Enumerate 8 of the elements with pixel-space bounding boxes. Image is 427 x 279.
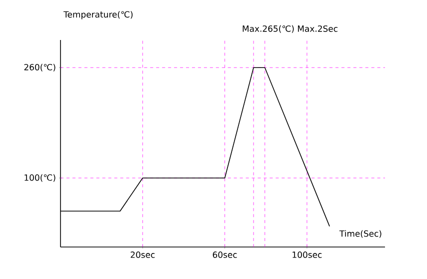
text: Max.265(℃) Max.2Sec xyxy=(242,25,338,33)
x-tick-label: 20sec xyxy=(130,252,155,258)
x-axis-title: Time(Sec) xyxy=(339,230,382,238)
y-axis-title: Temperature(℃) xyxy=(63,11,133,20)
y-tick-label: 100(℃) xyxy=(24,174,56,182)
y-tick-label: 260(℃) xyxy=(24,64,56,72)
x-tick-label: 100sec xyxy=(292,252,322,258)
x-tick-label: 60sec xyxy=(212,252,237,258)
